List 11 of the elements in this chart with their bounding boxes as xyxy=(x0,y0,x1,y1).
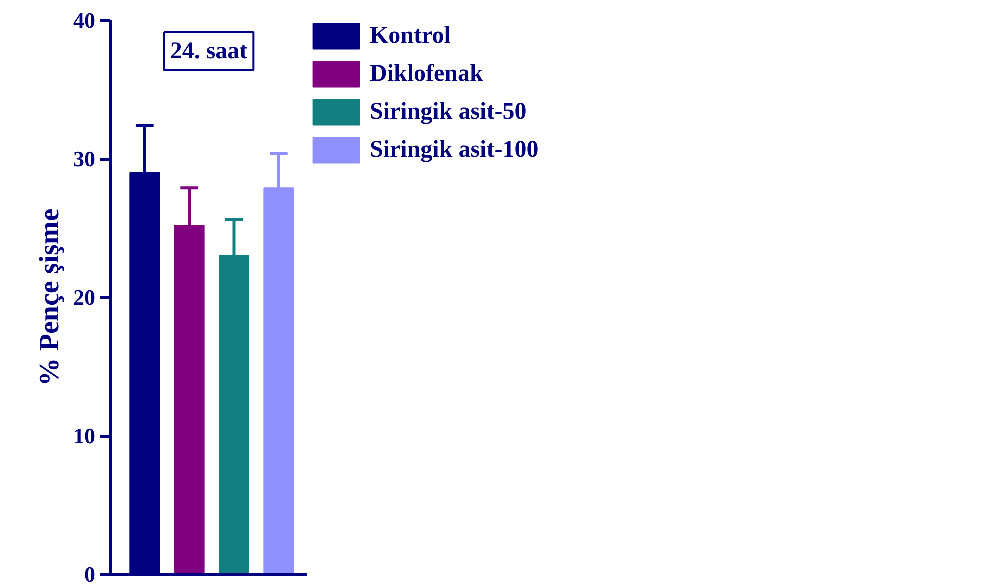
y-axis-title: % Pençe şişme xyxy=(34,208,66,386)
legend-label: Diklofenak xyxy=(370,60,484,88)
y-tick-label: 30 xyxy=(74,146,96,172)
legend-label: Kontrol xyxy=(370,22,451,50)
text: 24. saat xyxy=(170,38,248,64)
legend-label: Siringik asit-100 xyxy=(370,136,539,164)
y-tick-label: 10 xyxy=(74,424,96,448)
y-tick-label: 20 xyxy=(74,285,96,310)
y-tick-label: 0 xyxy=(84,562,96,586)
y-tick-label: 40 xyxy=(74,8,96,33)
legend-label: Siringik asit-50 xyxy=(370,98,527,126)
